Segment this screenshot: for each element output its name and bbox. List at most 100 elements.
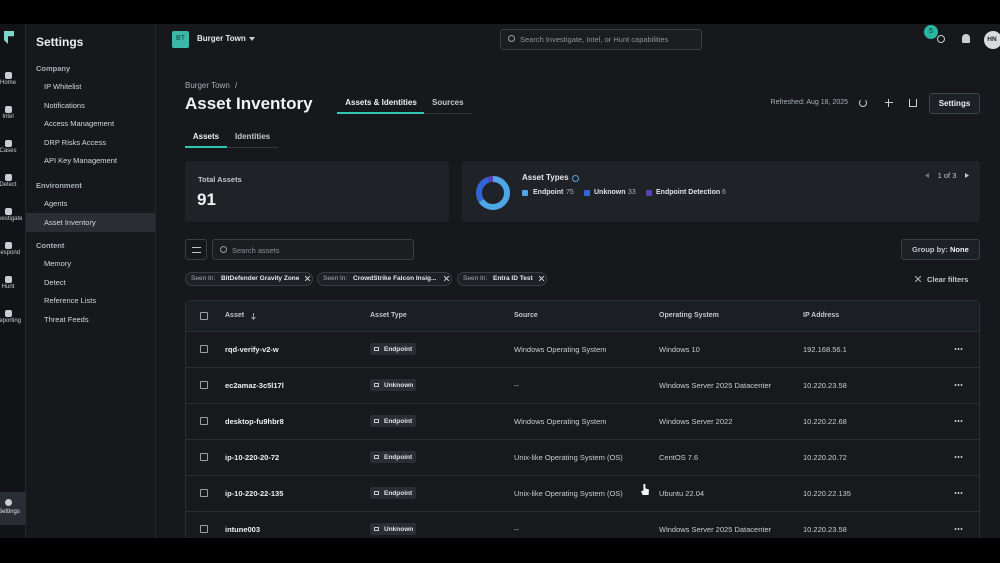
pager-next[interactable]	[965, 173, 969, 178]
table-cell: Windows Server 2025 Datacenter	[659, 381, 772, 390]
rail-label[interactable]: Settings	[0, 509, 20, 516]
subtab[interactable]: Identities	[235, 132, 271, 142]
header-icon[interactable]	[909, 99, 917, 107]
sidebar-item[interactable]: Notifications	[44, 100, 85, 110]
notif-count: 5	[929, 27, 933, 35]
filter-chip-label: Seen In:	[323, 275, 348, 283]
sidebar-item[interactable]: Threat Feeds	[44, 314, 89, 324]
rail-label[interactable]: Intel	[2, 114, 14, 121]
breadcrumb[interactable]: Burger Town	[185, 81, 230, 91]
global-search[interactable]	[500, 29, 702, 50]
row-checkbox[interactable]	[200, 381, 208, 389]
sidebar-item[interactable]: DRP Risks Access	[44, 137, 106, 147]
table-cell: CentOS 7.6	[659, 453, 699, 462]
org-name[interactable]: Burger Town	[197, 34, 246, 44]
rail-icon[interactable]	[5, 276, 12, 283]
sidebar-item[interactable]: Agents	[44, 199, 68, 208]
table-row[interactable]	[186, 440, 979, 476]
table-cell: 10.220.22.68	[803, 417, 847, 426]
rail-label[interactable]: Hunt	[1, 284, 15, 291]
table-cell: Windows 10	[659, 345, 700, 354]
asset-type-chip	[370, 487, 416, 499]
rail-icon[interactable]	[5, 174, 12, 181]
row-checkbox[interactable]	[200, 345, 208, 353]
total-assets-card	[185, 161, 449, 222]
sidebar-item[interactable]: Detect	[44, 277, 66, 287]
rail-label[interactable]: Home	[0, 80, 17, 87]
asset-name: desktop-fu9hbr8	[225, 417, 284, 426]
rail-label[interactable]: Detect	[0, 182, 17, 189]
table-row[interactable]	[186, 476, 979, 512]
avatar[interactable]	[984, 31, 1000, 49]
rail-icon[interactable]	[5, 106, 12, 113]
table-row[interactable]	[186, 404, 979, 440]
settings-button[interactable]	[929, 93, 980, 114]
sidebar-item[interactable]: Asset Inventory	[44, 217, 96, 227]
asset-type: Unknown	[384, 525, 414, 533]
tab[interactable]: Sources	[432, 97, 464, 107]
pager-prev[interactable]	[925, 173, 929, 178]
row-checkbox[interactable]	[200, 489, 208, 497]
rail-icon[interactable]	[5, 208, 12, 215]
asset-type-icon	[374, 490, 379, 495]
asset-search[interactable]	[212, 239, 414, 260]
header-icon[interactable]	[885, 99, 893, 107]
table-row[interactable]	[186, 512, 979, 538]
org-caret[interactable]	[249, 37, 255, 41]
rail-icon[interactable]	[5, 310, 12, 317]
app-window: Home Intel Cases Detect Investigate Respond Hu…	[0, 24, 1000, 538]
row-menu[interactable]	[954, 384, 963, 386]
rail-icon[interactable]	[5, 140, 12, 147]
help-icon[interactable]	[937, 35, 945, 43]
row-checkbox[interactable]	[200, 453, 208, 461]
filter-chip[interactable]	[185, 272, 313, 286]
row-menu[interactable]	[954, 348, 963, 350]
row-menu[interactable]	[954, 528, 963, 530]
search-icon	[508, 35, 515, 42]
sidebar-item[interactable]: Memory	[44, 259, 72, 268]
table-row[interactable]	[186, 332, 979, 368]
table-cell: Windows Operating System	[514, 417, 607, 426]
filter-chip-value: Entra ID Test	[493, 275, 533, 283]
column-header[interactable]: Asset	[225, 311, 245, 319]
group-by-button[interactable]	[901, 239, 980, 260]
clear-filters[interactable]: Clear filters	[927, 274, 969, 284]
filter-chip-remove[interactable]	[444, 276, 449, 282]
row-menu[interactable]	[954, 456, 963, 458]
rail-active[interactable]	[0, 492, 27, 525]
legend-name: Endpoint	[533, 188, 564, 196]
bell-icon[interactable]	[962, 34, 970, 43]
notif-badge	[924, 25, 938, 39]
asset-type-chip	[370, 379, 416, 391]
header-checkbox[interactable]	[200, 312, 208, 320]
rail-icon[interactable]	[5, 72, 12, 79]
rail-label[interactable]: Investigate	[0, 216, 23, 223]
column-header: Source	[514, 311, 538, 319]
asset-name: intune003	[225, 525, 261, 534]
rail-label[interactable]: Reporting	[0, 318, 22, 325]
filter-chip[interactable]	[317, 272, 452, 286]
row-menu[interactable]	[954, 492, 963, 494]
row-checkbox[interactable]	[200, 525, 208, 533]
rail-label[interactable]: Respond	[0, 250, 21, 257]
row-menu[interactable]	[954, 420, 963, 422]
header-icon[interactable]	[859, 99, 867, 107]
filter-chip[interactable]	[457, 272, 547, 286]
table-cell: 10.220.23.58	[803, 525, 847, 534]
sidebar-item[interactable]: Reference Lists	[44, 296, 97, 305]
legend-count: 6	[722, 188, 726, 196]
table-row[interactable]	[186, 368, 979, 404]
subtab[interactable]: Assets	[192, 132, 220, 142]
filter-chip-remove[interactable]	[539, 276, 544, 282]
sidebar-item[interactable]: Access Management	[44, 119, 115, 128]
filter-chip-remove[interactable]	[305, 276, 310, 282]
rail-label[interactable]: Cases	[0, 148, 17, 155]
sidebar-item[interactable]: API Key Management	[44, 156, 117, 165]
row-checkbox[interactable]	[200, 417, 208, 425]
filter-button[interactable]	[185, 239, 207, 260]
asset-type-icon	[374, 526, 379, 531]
tab[interactable]: Assets & Identities	[345, 97, 417, 107]
rail-icon[interactable]	[5, 242, 12, 249]
sidebar-item[interactable]: IP Whitelist	[44, 82, 82, 91]
